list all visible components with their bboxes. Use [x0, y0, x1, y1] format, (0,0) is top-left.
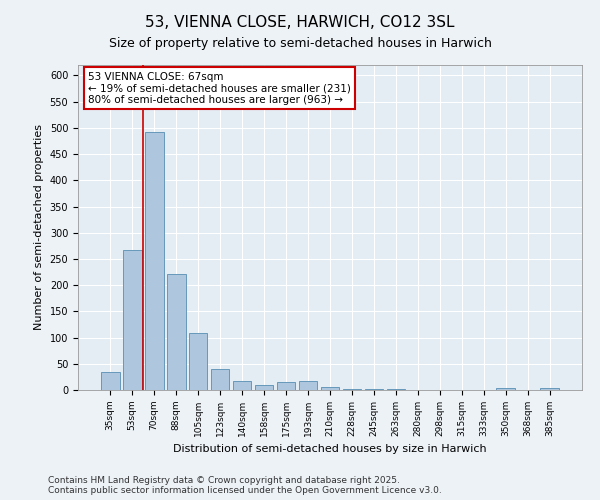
Text: 53, VIENNA CLOSE, HARWICH, CO12 3SL: 53, VIENNA CLOSE, HARWICH, CO12 3SL [145, 15, 455, 30]
Bar [541, 388, 559, 390]
Text: Contains HM Land Registry data © Crown copyright and database right 2025.
Contai: Contains HM Land Registry data © Crown c… [48, 476, 442, 495]
Bar [277, 382, 295, 390]
Bar [343, 389, 361, 390]
Bar [167, 274, 185, 390]
Bar [189, 333, 208, 390]
Bar [255, 385, 274, 390]
X-axis label: Distribution of semi-detached houses by size in Harwich: Distribution of semi-detached houses by … [173, 444, 487, 454]
Text: 53 VIENNA CLOSE: 67sqm
← 19% of semi-detached houses are smaller (231)
80% of se: 53 VIENNA CLOSE: 67sqm ← 19% of semi-det… [88, 72, 351, 104]
Bar [320, 388, 340, 390]
Bar [496, 388, 515, 390]
Text: Size of property relative to semi-detached houses in Harwich: Size of property relative to semi-detach… [109, 38, 491, 51]
Bar [101, 372, 119, 390]
Bar [299, 380, 317, 390]
Bar [211, 369, 229, 390]
Bar [123, 250, 142, 390]
Y-axis label: Number of semi-detached properties: Number of semi-detached properties [34, 124, 44, 330]
Bar [145, 132, 164, 390]
Bar [233, 381, 251, 390]
